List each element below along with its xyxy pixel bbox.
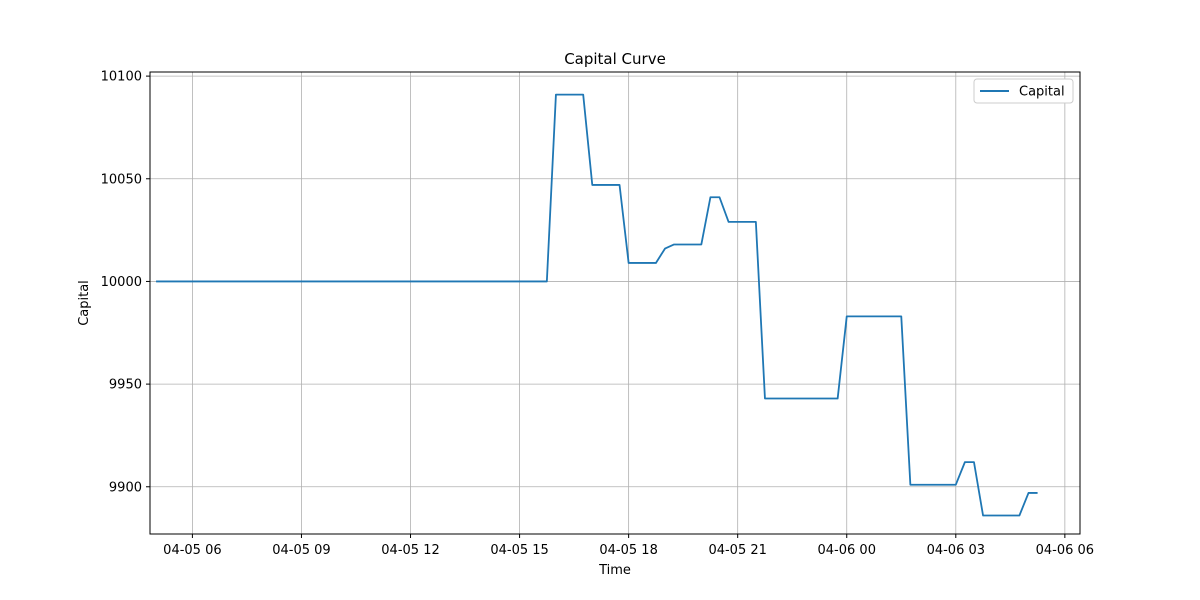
legend: Capital <box>973 78 1074 104</box>
y-tick-label: 10000 <box>101 275 142 290</box>
y-axis-label: Capital <box>77 280 92 326</box>
y-tick-label: 9950 <box>109 378 142 393</box>
legend-box <box>973 78 1074 104</box>
x-tick-label: 04-05 21 <box>708 543 766 558</box>
x-tick-label: 04-05 09 <box>272 543 330 558</box>
y-tick-label: 10100 <box>101 70 142 85</box>
x-axis: 04-05 06 04-05 09 04-05 12 04-05 15 04-05 18… <box>163 534 1094 558</box>
x-tick-label: 04-05 06 <box>163 543 221 558</box>
y-tick-label: 10050 <box>101 172 142 187</box>
y-tick-label: 9900 <box>109 480 142 495</box>
series-layer <box>156 93 1038 517</box>
grid-lines <box>150 72 1080 534</box>
y-axis: 9900 9950 10000 10050 10100 <box>101 70 150 495</box>
x-tick-label: 04-06 06 <box>1036 543 1094 558</box>
x-tick-label: 04-05 18 <box>599 543 657 558</box>
chart-title: Capital Curve <box>564 50 666 68</box>
x-tick-label: 04-06 00 <box>818 543 876 558</box>
x-tick-label: 04-05 12 <box>381 543 439 558</box>
x-axis-label: Time <box>598 563 631 578</box>
plot-frame <box>149 71 1081 535</box>
x-tick-label: 04-05 15 <box>490 543 548 558</box>
capital-series-line <box>156 93 1038 517</box>
x-tick-label: 04-06 03 <box>927 543 985 558</box>
legend-label: Capital <box>1019 85 1065 100</box>
